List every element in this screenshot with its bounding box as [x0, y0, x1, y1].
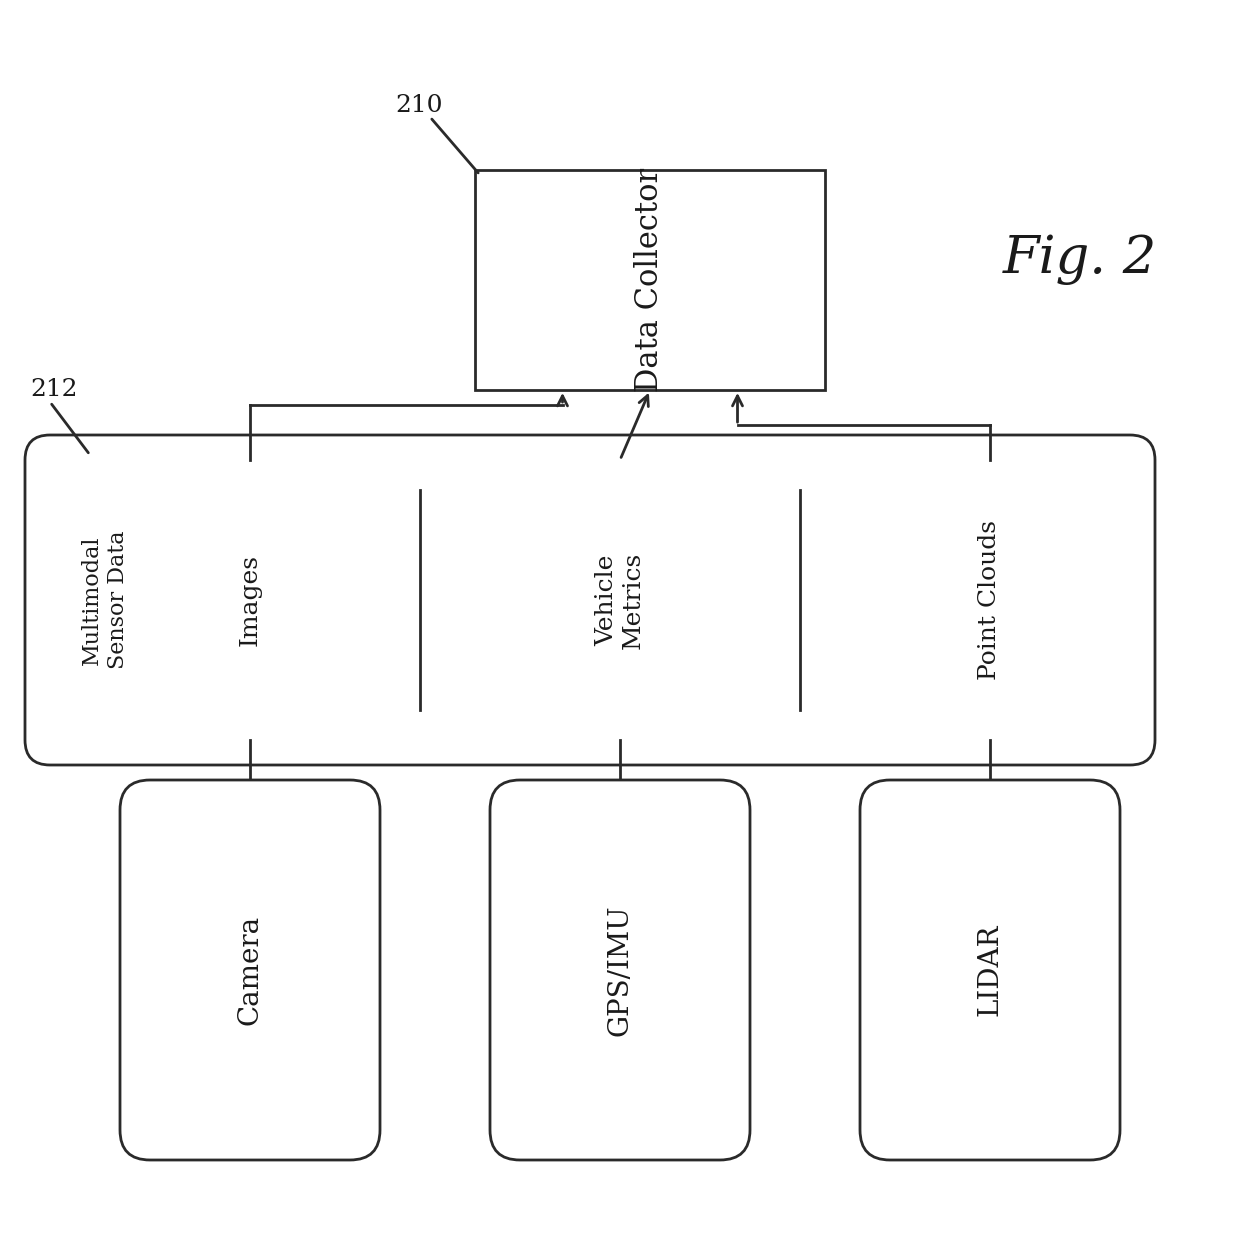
FancyBboxPatch shape [861, 780, 1120, 1159]
Text: LIDAR: LIDAR [977, 924, 1003, 1017]
Text: 210: 210 [396, 93, 443, 117]
FancyBboxPatch shape [120, 780, 379, 1159]
Text: Vehicle
Metrics: Vehicle Metrics [595, 552, 645, 649]
Text: Camera: Camera [237, 915, 263, 1025]
Text: Images: Images [238, 554, 262, 646]
FancyBboxPatch shape [25, 435, 1154, 765]
Text: 212: 212 [30, 378, 77, 402]
Text: GPS/IMU: GPS/IMU [606, 904, 634, 1035]
Text: Point Clouds: Point Clouds [978, 520, 1002, 680]
Text: Fig. 2: Fig. 2 [1003, 234, 1157, 285]
FancyBboxPatch shape [475, 170, 825, 391]
FancyBboxPatch shape [490, 780, 750, 1159]
Text: Data Collector: Data Collector [635, 167, 666, 392]
Text: Multimodal
Sensor Data: Multimodal Sensor Data [82, 531, 129, 670]
